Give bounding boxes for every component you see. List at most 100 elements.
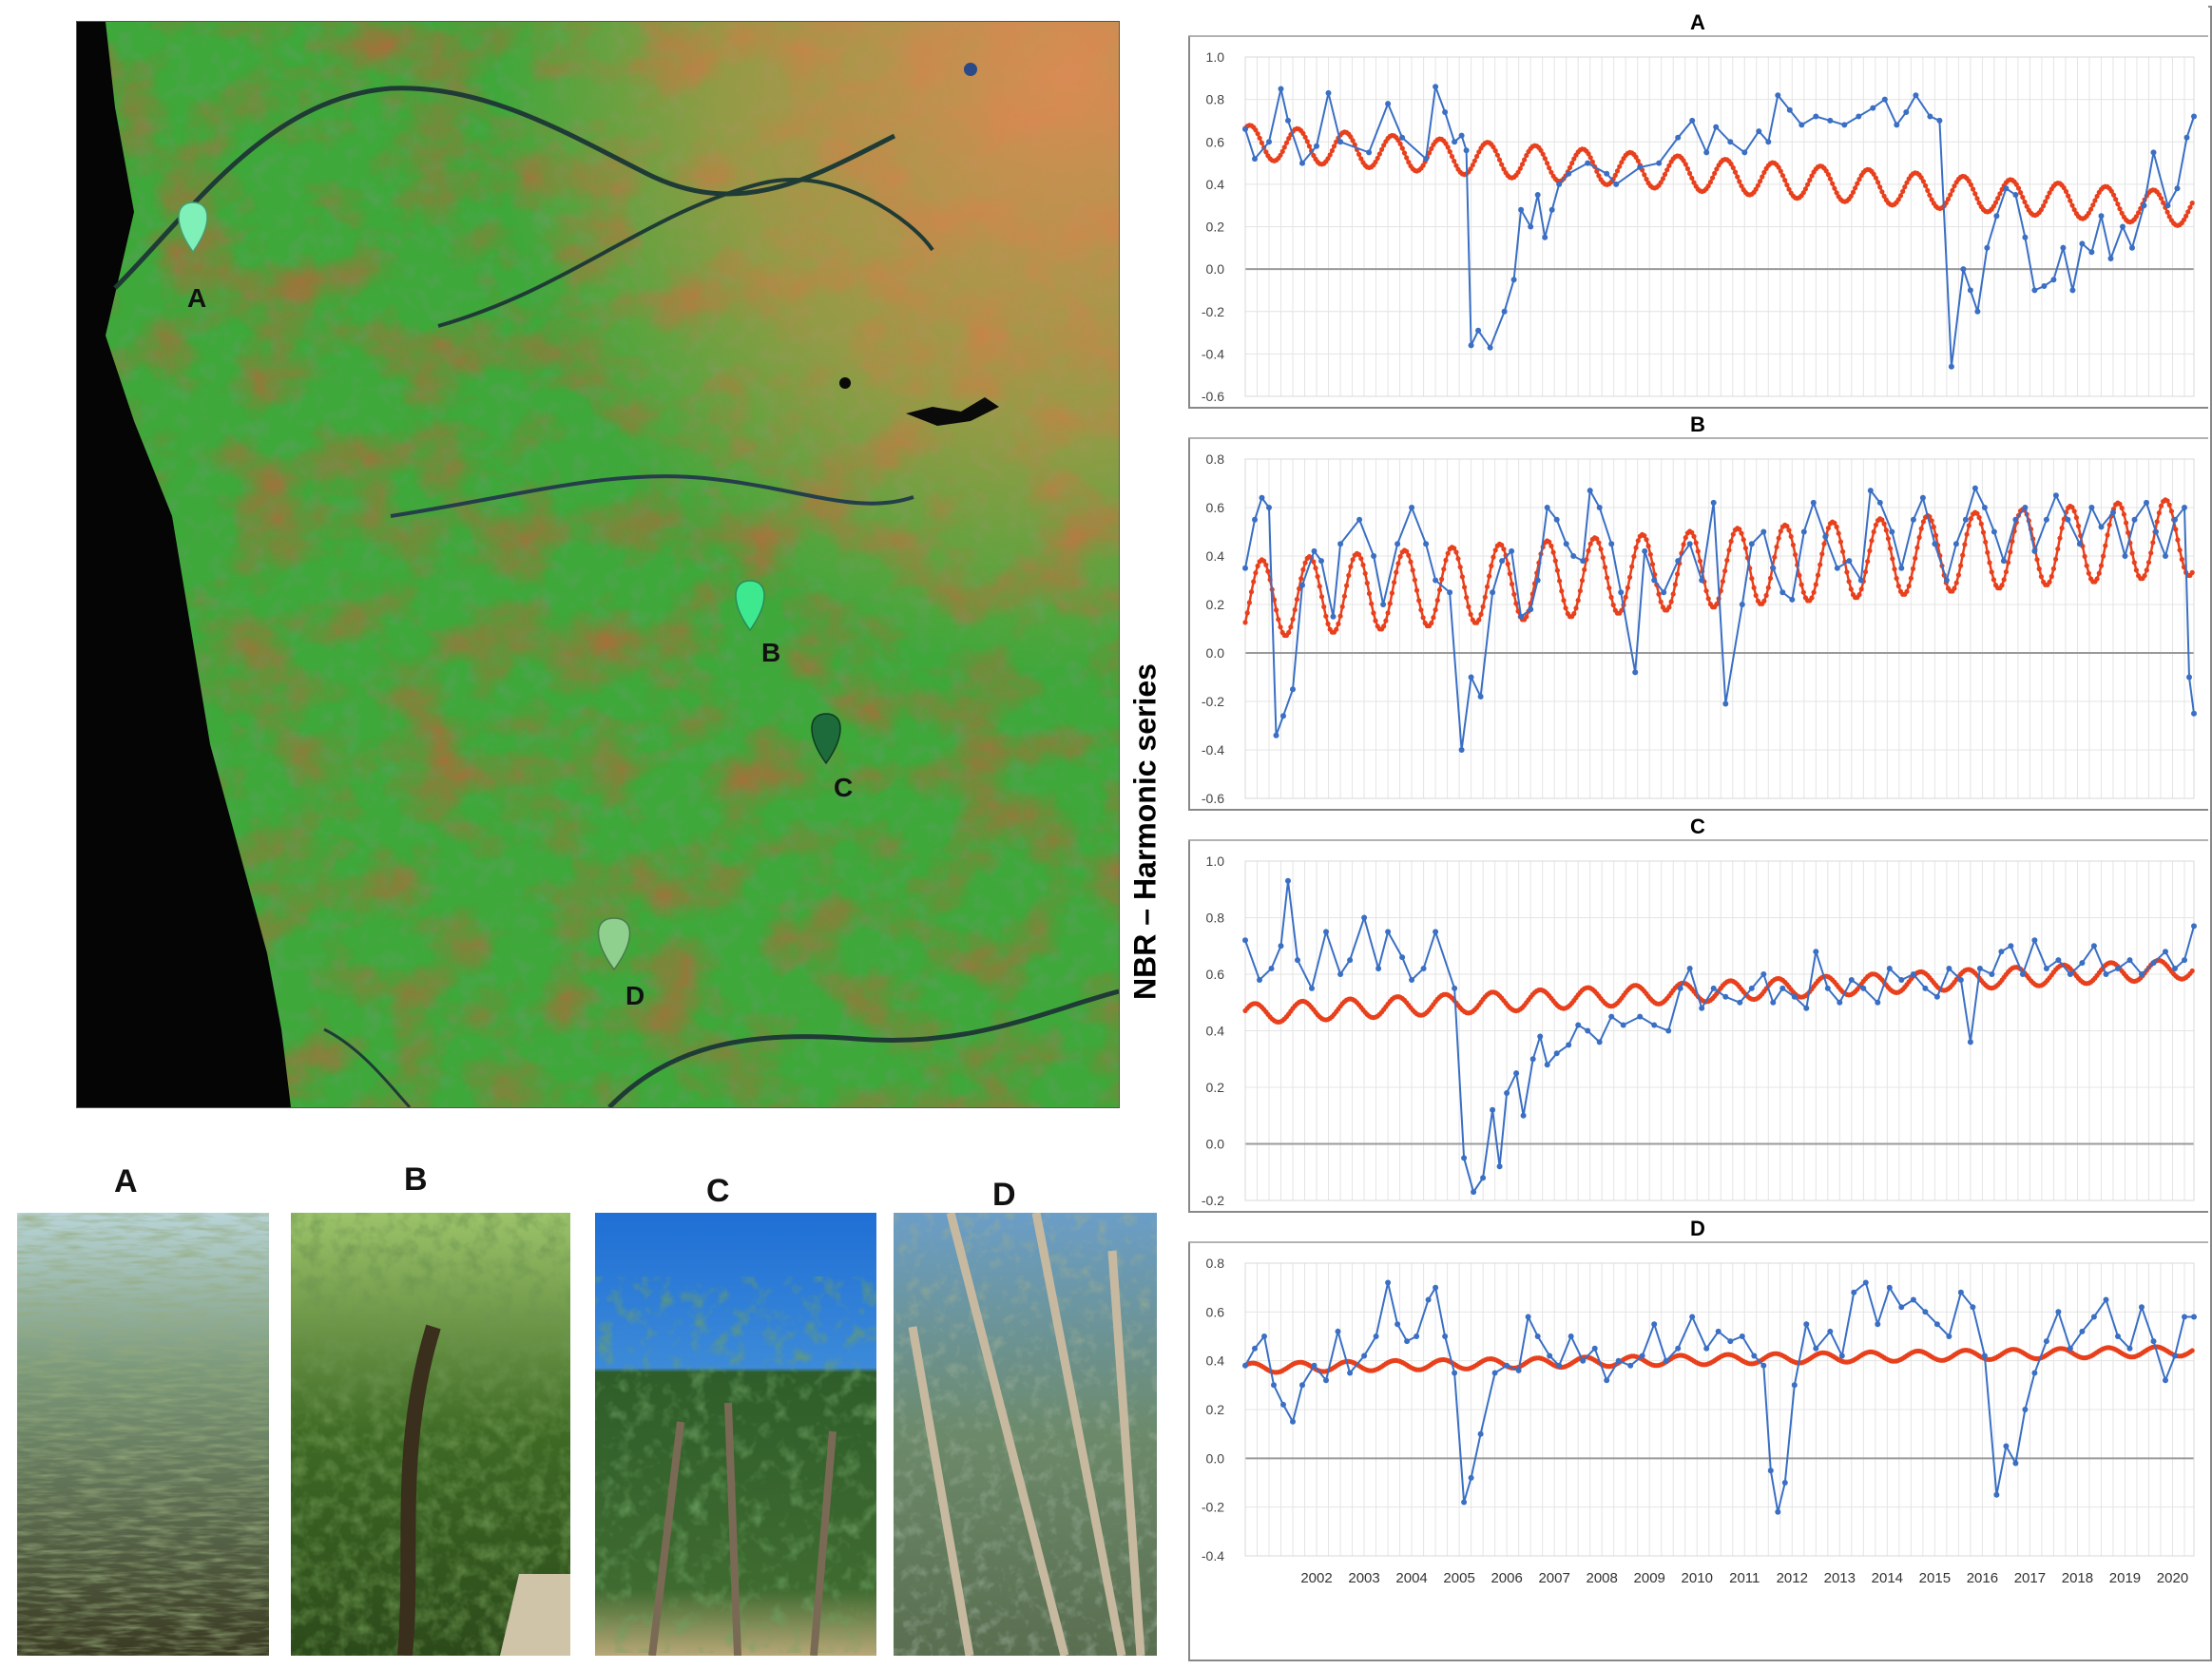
harmonic-point <box>1850 189 1856 195</box>
harmonic-point <box>1255 563 1260 569</box>
harmonic-point <box>2156 192 2162 198</box>
photo-c-pine-forest <box>595 1213 876 1656</box>
observed-point <box>1813 949 1819 955</box>
observed-point <box>1642 547 1648 554</box>
observed-point <box>1504 1090 1510 1096</box>
observed-series-line <box>1244 485 2195 751</box>
observed-point <box>2079 960 2086 967</box>
harmonic-point <box>1730 164 1736 171</box>
harmonic-point <box>1753 186 1759 192</box>
map-marker-d[interactable] <box>597 917 631 971</box>
harmonic-point <box>1952 183 1957 189</box>
observed-point <box>2120 223 2125 230</box>
harmonic-point <box>1552 558 1558 564</box>
observed-point <box>2172 1352 2178 1359</box>
harmonic-point <box>1966 523 1972 528</box>
harmonic-point <box>1459 574 1465 580</box>
harmonic-point <box>2013 182 2019 187</box>
map-marker-b[interactable] <box>735 580 765 632</box>
harmonic-point <box>1292 607 1298 613</box>
harmonic-point <box>1496 157 1503 163</box>
harmonic-point <box>1617 163 1623 169</box>
observed-point <box>1910 516 1916 523</box>
map-marker-c[interactable] <box>811 713 841 765</box>
observed-point <box>2008 943 2014 950</box>
observed-point <box>2022 505 2029 510</box>
observed-point <box>1722 700 1729 707</box>
observed-point <box>1513 1070 1520 1077</box>
harmonic-point <box>1399 145 1405 151</box>
harmonic-point <box>1290 617 1296 623</box>
y-tick-label: -0.2 <box>1202 694 1224 709</box>
observed-point <box>1604 1377 1610 1384</box>
harmonic-point <box>1476 149 1482 155</box>
harmonic-point <box>2096 570 2102 576</box>
harmonic-point <box>1902 184 1908 190</box>
harmonic-point <box>1379 146 1385 152</box>
observed-point <box>1756 128 1762 135</box>
x-tick-label: 2018 <box>2062 1570 2093 1586</box>
observed-point <box>1242 1362 1248 1369</box>
observed-point <box>1686 966 1693 971</box>
harmonic-point <box>1691 533 1697 540</box>
y-tick-label: 1.0 <box>1206 49 1225 65</box>
harmonic-point <box>1381 623 1387 629</box>
observed-point <box>1468 1474 1474 1481</box>
map-marker-a[interactable] <box>178 201 208 254</box>
harmonic-point <box>2173 527 2179 532</box>
harmonic-point <box>1288 624 1294 630</box>
harmonic-point <box>2189 1348 2195 1353</box>
observed-point <box>1760 528 1767 535</box>
harmonic-point <box>1538 147 1544 153</box>
harmonic-point <box>1705 596 1711 602</box>
observed-point <box>1822 533 1829 540</box>
harmonic-point <box>1492 148 1498 154</box>
harmonic-point <box>1348 134 1354 140</box>
observed-point <box>1242 937 1248 944</box>
harmonic-point <box>1790 542 1796 547</box>
observed-point <box>1813 1345 1819 1352</box>
harmonic-point <box>1577 588 1583 594</box>
harmonic-point <box>1958 563 1964 568</box>
observed-point <box>1452 985 1458 991</box>
harmonic-point <box>1304 139 1310 144</box>
harmonic-point <box>1786 528 1792 533</box>
harmonic-point <box>1476 617 1482 623</box>
harmonic-point <box>1625 585 1630 591</box>
harmonic-point <box>2166 214 2172 220</box>
panel-title: D <box>1690 1217 1705 1240</box>
harmonic-point <box>1714 166 1720 172</box>
harmonic-point <box>2036 566 2042 572</box>
harmonic-point <box>1929 518 1934 524</box>
observed-point <box>1910 971 1916 977</box>
harmonic-point <box>1895 583 1901 589</box>
harmonic-point <box>1920 179 1926 184</box>
observed-point <box>1919 494 1926 501</box>
harmonic-point <box>2038 207 2044 213</box>
harmonic-point <box>1853 185 1858 191</box>
observed-point <box>1889 528 1895 535</box>
x-tick-label: 2010 <box>1682 1570 1713 1586</box>
harmonic-point <box>1635 538 1641 544</box>
observed-point <box>1656 160 1663 166</box>
observed-point <box>1278 943 1284 950</box>
harmonic-point <box>1491 554 1496 560</box>
harmonic-point <box>1660 176 1665 182</box>
harmonic-point <box>1933 532 1939 539</box>
y-tick-label: 0.8 <box>1206 92 1225 107</box>
observed-point <box>1710 985 1717 991</box>
observed-point <box>1420 966 1427 971</box>
observed-point <box>1499 558 1506 565</box>
observed-point <box>1946 1333 1952 1339</box>
harmonic-point <box>1265 568 1271 574</box>
observed-point <box>2022 1407 2029 1412</box>
harmonic-point <box>1683 535 1688 541</box>
observed-point <box>1713 124 1720 130</box>
harmonic-point <box>1642 533 1647 539</box>
observed-point <box>1585 1027 1591 1034</box>
harmonic-point <box>1821 541 1827 547</box>
observed-point <box>1886 966 1893 971</box>
y-tick-label: -0.2 <box>1202 1193 1224 1208</box>
observed-point <box>1566 170 1572 177</box>
photo-b-broadleaf-forest <box>291 1213 570 1656</box>
